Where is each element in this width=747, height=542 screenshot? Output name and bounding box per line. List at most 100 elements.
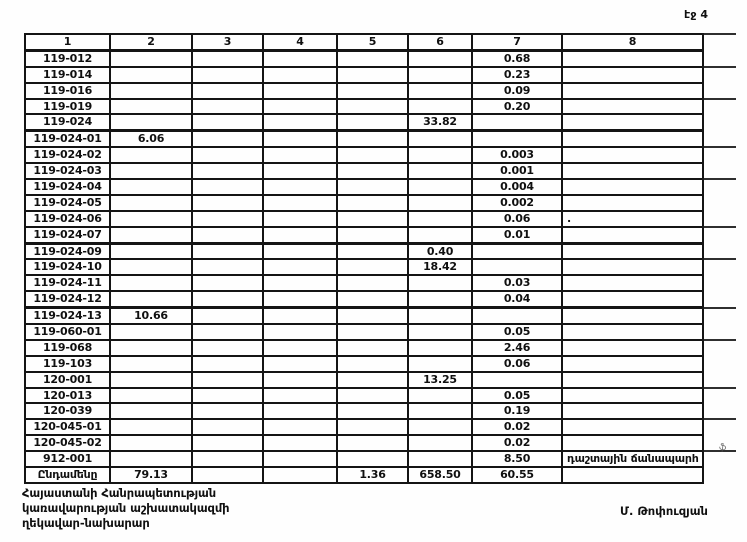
row-code-cell: 119-024 bbox=[24, 113, 111, 132]
table-row: 120-001 13.25 bbox=[24, 370, 704, 389]
table-row: 119-019 0.20 bbox=[24, 97, 737, 116]
value-cell bbox=[191, 81, 264, 100]
value-cell: 10.66 bbox=[109, 306, 193, 326]
table-row: 120-045-02 0.02 bbox=[24, 434, 704, 453]
value-cell bbox=[336, 370, 409, 389]
value-cell bbox=[262, 466, 338, 484]
value-cell bbox=[191, 418, 264, 437]
value-cell bbox=[109, 338, 193, 357]
value-cell bbox=[407, 65, 473, 84]
value-cell: 0.04 bbox=[471, 290, 563, 309]
value-cell bbox=[336, 146, 409, 165]
value-cell bbox=[191, 97, 264, 116]
row-code-cell: 912-001 bbox=[24, 450, 111, 469]
value-cell bbox=[191, 258, 264, 277]
value-cell bbox=[191, 162, 264, 181]
row-code-cell: 119-024-05 bbox=[24, 193, 111, 212]
value-cell bbox=[336, 81, 409, 100]
value-cell bbox=[407, 193, 473, 212]
value-cell bbox=[109, 323, 193, 341]
value-cell: 0.23 bbox=[471, 65, 563, 84]
value-cell bbox=[336, 65, 409, 84]
value-cell bbox=[561, 49, 704, 68]
value-cell bbox=[407, 402, 473, 421]
row-code-cell: 119-019 bbox=[24, 97, 111, 116]
value-cell bbox=[109, 65, 193, 84]
value-cell bbox=[561, 65, 737, 84]
value-cell bbox=[109, 97, 193, 116]
value-cell bbox=[407, 81, 473, 100]
value-cell bbox=[336, 274, 409, 293]
table-row: 119-024-04 0.004 bbox=[24, 178, 737, 196]
value-cell bbox=[407, 178, 473, 196]
value-cell: 0.40 bbox=[407, 241, 473, 261]
value-cell bbox=[191, 193, 264, 212]
value-cell bbox=[109, 386, 193, 405]
table-row: 119-060-01 0.05 bbox=[24, 323, 704, 341]
value-cell bbox=[561, 113, 704, 132]
value-cell bbox=[407, 225, 473, 245]
value-cell: 0.06 bbox=[471, 354, 563, 373]
value-cell bbox=[191, 466, 264, 484]
value-cell bbox=[471, 129, 563, 149]
value-cell bbox=[561, 466, 704, 484]
value-cell bbox=[561, 97, 737, 116]
row-code-cell: 120-001 bbox=[24, 370, 111, 389]
value-cell: 8.50 bbox=[471, 450, 563, 469]
row-code-cell: 119-016 bbox=[24, 81, 111, 100]
table-row: 119-024-05 0.002 bbox=[24, 193, 704, 212]
row-code-cell: Ընդամենը bbox=[24, 466, 111, 484]
value-cell bbox=[407, 290, 473, 309]
value-cell bbox=[262, 274, 338, 293]
footer-line-1: Հայաստանի Հանրապետության bbox=[22, 486, 217, 500]
value-cell bbox=[109, 354, 193, 373]
value-cell bbox=[336, 434, 409, 453]
row-code-cell: 119-024-09 bbox=[24, 241, 111, 261]
value-cell bbox=[336, 193, 409, 212]
value-cell bbox=[471, 306, 563, 326]
value-cell bbox=[336, 241, 409, 261]
value-cell bbox=[109, 370, 193, 389]
value-cell bbox=[471, 241, 563, 261]
table-row: 120-013 0.05 bbox=[24, 386, 737, 405]
value-cell bbox=[407, 97, 473, 116]
value-cell bbox=[109, 146, 193, 165]
value-cell bbox=[471, 370, 563, 389]
table-row: 119-016 0.09 bbox=[24, 81, 704, 100]
table-row: 119-024-09 0.40 bbox=[24, 241, 704, 261]
column-header: 7 bbox=[471, 32, 563, 52]
value-cell bbox=[561, 178, 737, 196]
value-cell: 79.13 bbox=[109, 466, 193, 484]
row-code-cell: 119-103 bbox=[24, 354, 111, 373]
value-cell bbox=[109, 178, 193, 196]
value-cell bbox=[407, 209, 473, 228]
value-cell: 0.02 bbox=[471, 434, 563, 453]
value-cell bbox=[262, 450, 338, 469]
value-cell bbox=[336, 386, 409, 405]
value-cell bbox=[561, 81, 704, 100]
value-cell: 0.001 bbox=[471, 162, 563, 181]
value-cell bbox=[262, 193, 338, 212]
value-cell bbox=[262, 209, 338, 228]
row-code-cell: 119-024-11 bbox=[24, 274, 111, 293]
value-cell bbox=[407, 418, 473, 437]
row-code-cell: 120-045-02 bbox=[24, 434, 111, 453]
value-cell bbox=[109, 225, 193, 245]
value-cell bbox=[262, 370, 338, 389]
value-cell bbox=[561, 162, 704, 181]
table-row: 119-024-13 10.66 bbox=[24, 306, 737, 326]
value-cell bbox=[407, 146, 473, 165]
value-cell bbox=[407, 306, 473, 326]
value-cell bbox=[336, 306, 409, 326]
value-cell bbox=[191, 323, 264, 341]
value-cell bbox=[561, 354, 704, 373]
table-row: 119-012 0.68 bbox=[24, 49, 704, 68]
row-code-cell: 120-045-01 bbox=[24, 418, 111, 437]
value-cell bbox=[336, 354, 409, 373]
value-cell bbox=[561, 146, 737, 165]
table-row: 119-024-12 0.04 bbox=[24, 290, 704, 309]
value-cell bbox=[109, 402, 193, 421]
value-cell bbox=[561, 418, 737, 437]
